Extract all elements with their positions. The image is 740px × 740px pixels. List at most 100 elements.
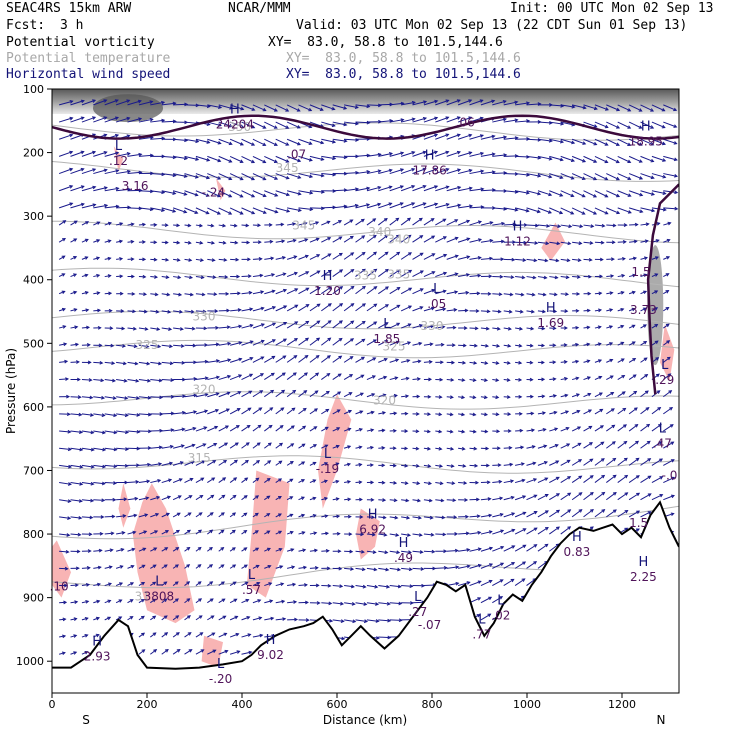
wind-vector-head: [259, 633, 264, 638]
wind-vector-head: [611, 240, 616, 245]
wind-vector-head: [377, 202, 382, 207]
wind-vector-head: [268, 223, 273, 227]
wind-vector-head: [286, 209, 291, 213]
wind-vector: [594, 492, 605, 501]
wind-vector-head: [665, 273, 670, 277]
wind-vector: [560, 509, 571, 518]
wind-vector-head: [347, 497, 352, 502]
wind-vector: [628, 374, 637, 380]
wind-vector: [583, 258, 592, 261]
wind-vector-head: [354, 105, 359, 109]
wind-vector-head: [182, 410, 187, 415]
wind-vector-head: [666, 238, 671, 243]
wind-vector: [138, 344, 149, 348]
wind-vector: [526, 293, 535, 296]
wind-vector-head: [570, 211, 575, 215]
wind-vector-head: [202, 309, 207, 314]
wind-vector: [286, 425, 295, 432]
wind-vector-head: [165, 512, 170, 517]
wind-vector: [458, 187, 472, 192]
wind-vector: [264, 425, 273, 432]
terrain-line: [52, 500, 679, 670]
wind-vector-head: [172, 209, 177, 213]
wind-vector: [549, 293, 557, 296]
wind-vector: [241, 581, 248, 586]
wind-vector: [606, 224, 616, 227]
wind-vector-head: [669, 424, 674, 428]
wind-vector-head: [457, 168, 462, 172]
wind-vector: [458, 532, 469, 535]
wind-vector: [58, 134, 73, 140]
wind-vector-head: [131, 547, 136, 552]
wind-vector-head: [187, 240, 192, 245]
wind-vector: [537, 310, 546, 313]
wind-vector: [104, 361, 115, 364]
wind-vector: [104, 566, 112, 569]
wind-vector: [480, 498, 491, 501]
wind-vector-head: [158, 361, 163, 366]
wind-vector: [298, 173, 313, 178]
wind-vector: [446, 255, 459, 260]
wind-vector-head: [133, 513, 138, 518]
wind-vector: [298, 104, 312, 112]
wind-vector: [492, 207, 507, 210]
wind-vector-head: [419, 235, 424, 239]
wind-vector: [651, 441, 662, 449]
wind-vector: [207, 207, 221, 215]
wind-vector-head: [269, 599, 274, 604]
wind-vector: [366, 153, 381, 157]
wind-vector-head: [215, 342, 220, 347]
wind-vector: [207, 632, 215, 638]
wind-vector-head: [325, 408, 330, 413]
wind-vector: [298, 337, 309, 346]
wind-vector-head: [375, 602, 380, 606]
wind-vector-head: [199, 494, 204, 499]
wind-vector-head: [285, 125, 290, 129]
wind-vector-head: [361, 567, 366, 572]
wind-vector-head: [63, 600, 68, 605]
extremum-value: 3.16: [122, 179, 149, 193]
extremum-value: .10: [50, 580, 69, 594]
wind-vector: [264, 460, 271, 466]
wind-vector: [286, 155, 301, 162]
wind-vector-head: [238, 357, 243, 362]
wind-vector: [115, 582, 123, 587]
wind-vector: [286, 548, 294, 552]
wind-vector-head: [531, 428, 536, 433]
wind-vector: [458, 169, 472, 175]
wind-vector: [435, 99, 449, 106]
wind-vector: [343, 320, 354, 329]
wind-vector: [218, 632, 227, 638]
wind-vector-head: [547, 210, 552, 214]
wind-vector-head: [187, 223, 192, 228]
wind-vector: [81, 204, 96, 209]
wind-vector-head: [472, 412, 477, 417]
wind-vector: [412, 168, 426, 175]
wind-vector-head: [177, 275, 182, 280]
wind-vector: [218, 512, 225, 518]
wind-vector-head: [477, 530, 482, 535]
wind-vector-head: [251, 124, 256, 129]
wind-vector-head: [477, 220, 483, 224]
wind-vector-head: [565, 427, 570, 431]
wind-vector-head: [552, 394, 558, 398]
wind-vector: [366, 321, 377, 329]
wind-vector: [366, 533, 375, 536]
wind-vector-head: [531, 445, 536, 449]
wind-vector-head: [228, 141, 233, 146]
wind-vector-head: [404, 481, 409, 485]
wind-vector: [218, 155, 232, 163]
wind-vector-head: [67, 447, 72, 452]
wind-vector-head: [107, 221, 112, 226]
wind-vector-head: [438, 446, 443, 451]
wind-vector-head: [324, 496, 329, 501]
wind-vector: [389, 168, 404, 175]
wind-vector-head: [465, 290, 470, 295]
wind-vector: [241, 291, 252, 295]
wind-vector-head: [90, 498, 95, 503]
wind-vector: [366, 619, 379, 622]
wind-vector-head: [210, 494, 215, 499]
wind-vector-head: [383, 358, 388, 362]
wind-vector: [298, 549, 306, 552]
wind-vector-head: [293, 255, 298, 259]
